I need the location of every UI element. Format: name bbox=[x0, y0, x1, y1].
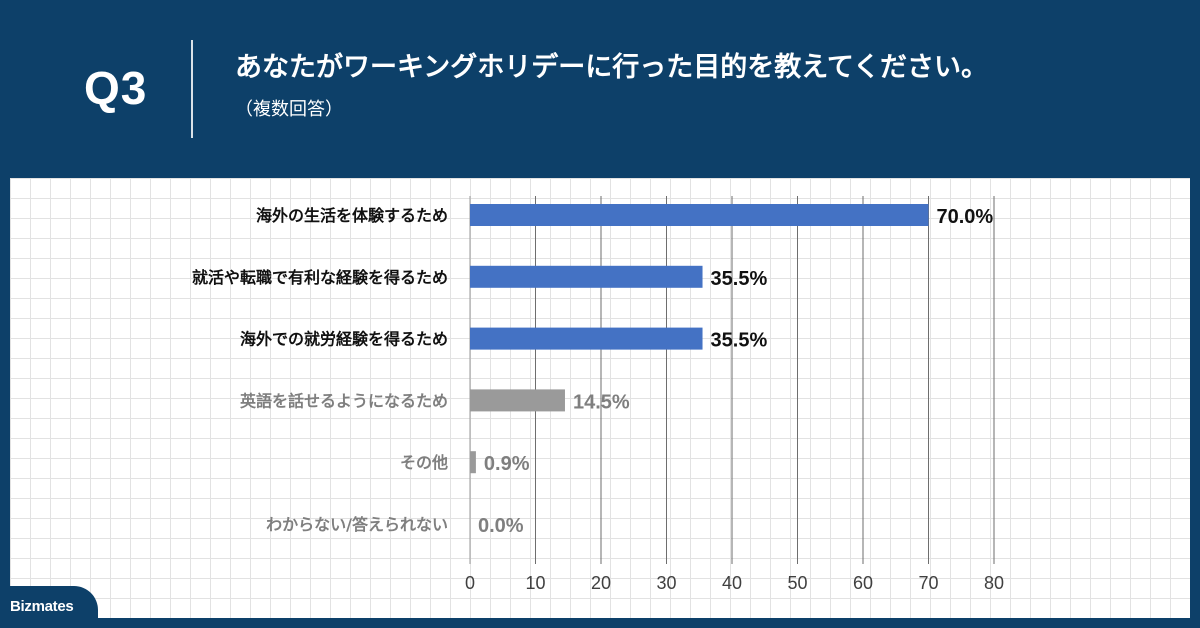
value-label: 0.9% bbox=[484, 453, 530, 475]
value-label: 35.5% bbox=[711, 268, 768, 290]
category-label: 海外での就労経験を得るため bbox=[240, 330, 448, 349]
bar bbox=[470, 204, 929, 226]
bar bbox=[470, 265, 703, 288]
x-tick-label: 40 bbox=[722, 573, 742, 593]
question-text: あなたがワーキングホリデーに行った目的を教えてください。 bbox=[235, 52, 989, 83]
x-tick-label: 60 bbox=[853, 573, 873, 593]
category-label: 海外の生活を体験するため bbox=[256, 206, 448, 225]
x-tick-label: 0 bbox=[465, 573, 475, 593]
chart-panel: 0 10 20 30 40 50 60 70 80 海外の生活を体験するため 70.0% 就活や転職で… bbox=[10, 178, 1190, 618]
value-label: 0.0% bbox=[478, 515, 524, 537]
x-tick-label: 80 bbox=[984, 573, 1004, 593]
bar bbox=[470, 389, 565, 412]
category-label: その他 bbox=[400, 453, 448, 472]
value-label: 14.5% bbox=[573, 391, 630, 413]
category-label: 英語を話せるようになるため bbox=[239, 391, 448, 410]
x-tick-label: 10 bbox=[525, 573, 545, 593]
brand-tab bbox=[0, 586, 98, 628]
x-tick-label: 30 bbox=[656, 573, 676, 593]
header-band: Q3 あなたがワーキングホリデーに行った目的を教えてください。 （複数回答） bbox=[0, 0, 1200, 178]
brand-logo: Bizmates bbox=[10, 598, 74, 615]
x-tick-label: 50 bbox=[787, 573, 807, 593]
question-note: （複数回答） bbox=[235, 99, 343, 120]
bar bbox=[470, 451, 476, 474]
question-number: Q3 bbox=[84, 62, 148, 114]
bar bbox=[470, 327, 703, 350]
x-tick-label: 20 bbox=[591, 573, 611, 593]
category-label: 就活や転職で有利な経験を得るため bbox=[192, 268, 448, 287]
bar-chart: 0 10 20 30 40 50 60 70 80 海外の生活を体験するため 70.0% 就活や転職で… bbox=[192, 196, 1004, 593]
value-label: 70.0% bbox=[937, 206, 994, 228]
x-tick-label: 70 bbox=[918, 573, 938, 593]
value-label: 35.5% bbox=[711, 330, 768, 352]
header-divider bbox=[191, 40, 193, 138]
category-label: わからない/答えられない bbox=[266, 515, 448, 534]
